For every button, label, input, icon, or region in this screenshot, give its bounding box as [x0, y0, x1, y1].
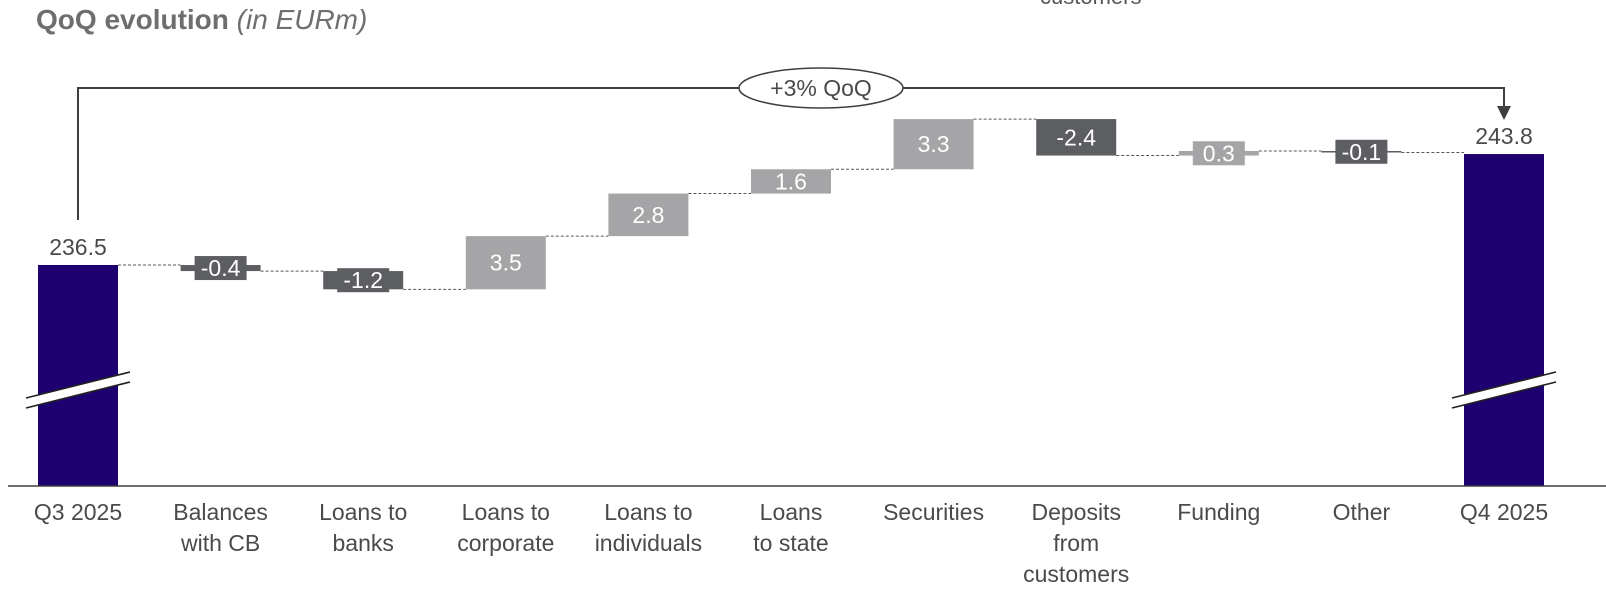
- category-tick-label-line: with CB: [180, 530, 260, 556]
- category-tick-label-line: Funding: [1177, 499, 1260, 525]
- category-tick-label: Q4 2025: [1460, 499, 1548, 525]
- axis-break-line: [25, 381, 131, 409]
- category-tick-label: Q3 2025: [34, 499, 122, 525]
- value-label: -1.2: [343, 267, 383, 293]
- value-label: 0.3: [1203, 140, 1235, 166]
- category-tick-label-line: from: [1053, 530, 1099, 556]
- category-tick-label-line: individuals: [595, 530, 702, 556]
- category-tick-label-line: Other: [1333, 499, 1391, 525]
- category-tick-label: Loans to individuals: [595, 499, 702, 556]
- value-label: 2.8: [632, 202, 664, 228]
- value-label: 3.3: [918, 131, 950, 157]
- category-tick-label-line: Loans to: [604, 499, 692, 525]
- value-label-box: [1192, 141, 1245, 166]
- qoq-arrow-head: [1497, 106, 1511, 120]
- category-tick-label-line: Loans to: [462, 499, 550, 525]
- value-label-box: [1335, 139, 1388, 164]
- category-tick-label-line: customers: [1023, 561, 1129, 587]
- category-tick-label-line: Q4 2025: [1460, 499, 1548, 525]
- bar-delta: [893, 119, 974, 170]
- bar-total: [38, 265, 118, 486]
- bar-delta: [465, 236, 546, 290]
- category-tick-label-line: corporate: [457, 530, 554, 556]
- value-label: 243.8: [1475, 123, 1533, 149]
- category-tick-label: Loans to banks: [319, 499, 407, 556]
- value-label: -0.1: [1342, 139, 1382, 165]
- qoq-annotation-oval: [738, 67, 904, 109]
- category-tick-label-line: Loans: [760, 499, 823, 525]
- value-label: 3.5: [490, 250, 522, 276]
- category-tick-label-line: banks: [333, 530, 394, 556]
- value-label: -0.4: [201, 255, 241, 281]
- category-tick-label: Other: [1333, 499, 1391, 525]
- value-label: 236.5: [49, 234, 107, 260]
- category-tick-label: Loans to state: [753, 499, 828, 556]
- value-label: 1.6: [775, 168, 807, 194]
- axis-break-line: [25, 371, 131, 399]
- axis-break-line: [1451, 381, 1557, 409]
- category-tick-label: Deposits from customers: [1023, 499, 1129, 587]
- axis-break-gap: [1452, 372, 1556, 408]
- chart-title-main: QoQ evolution: [36, 4, 229, 35]
- cropped-category-label: customers: [1040, 0, 1141, 10]
- category-tick-label: Securities: [883, 499, 984, 525]
- bar-delta: [1036, 119, 1117, 156]
- chart-title-unit: (in EURm): [236, 4, 368, 35]
- category-tick-label-line: Q3 2025: [34, 499, 122, 525]
- category-tick-label: Balances with CB: [173, 499, 268, 556]
- axis-break-line: [1451, 371, 1557, 399]
- category-tick-label-line: to state: [753, 530, 828, 556]
- category-tick-label-line: Loans to: [319, 499, 407, 525]
- qoq-bracket-line: [77, 87, 1505, 220]
- category-tick-label: Loans to corporate: [457, 499, 554, 556]
- value-label-box: [194, 256, 247, 281]
- category-tick-label-line: Deposits: [1031, 499, 1120, 525]
- category-tick-label: Funding: [1177, 499, 1260, 525]
- bar-total: [1464, 154, 1544, 487]
- category-tick-label-line: Balances: [173, 499, 268, 525]
- value-label: -2.4: [1056, 124, 1096, 150]
- category-tick-label-line: Securities: [883, 499, 984, 525]
- chart-title: QoQ evolution (in EURm): [36, 4, 367, 36]
- axis-break-gap: [26, 372, 130, 408]
- bar-delta: [608, 193, 689, 237]
- value-label-box: [337, 268, 390, 293]
- bar-delta: [751, 169, 831, 194]
- qoq-annotation-label: +3% QoQ: [770, 75, 872, 101]
